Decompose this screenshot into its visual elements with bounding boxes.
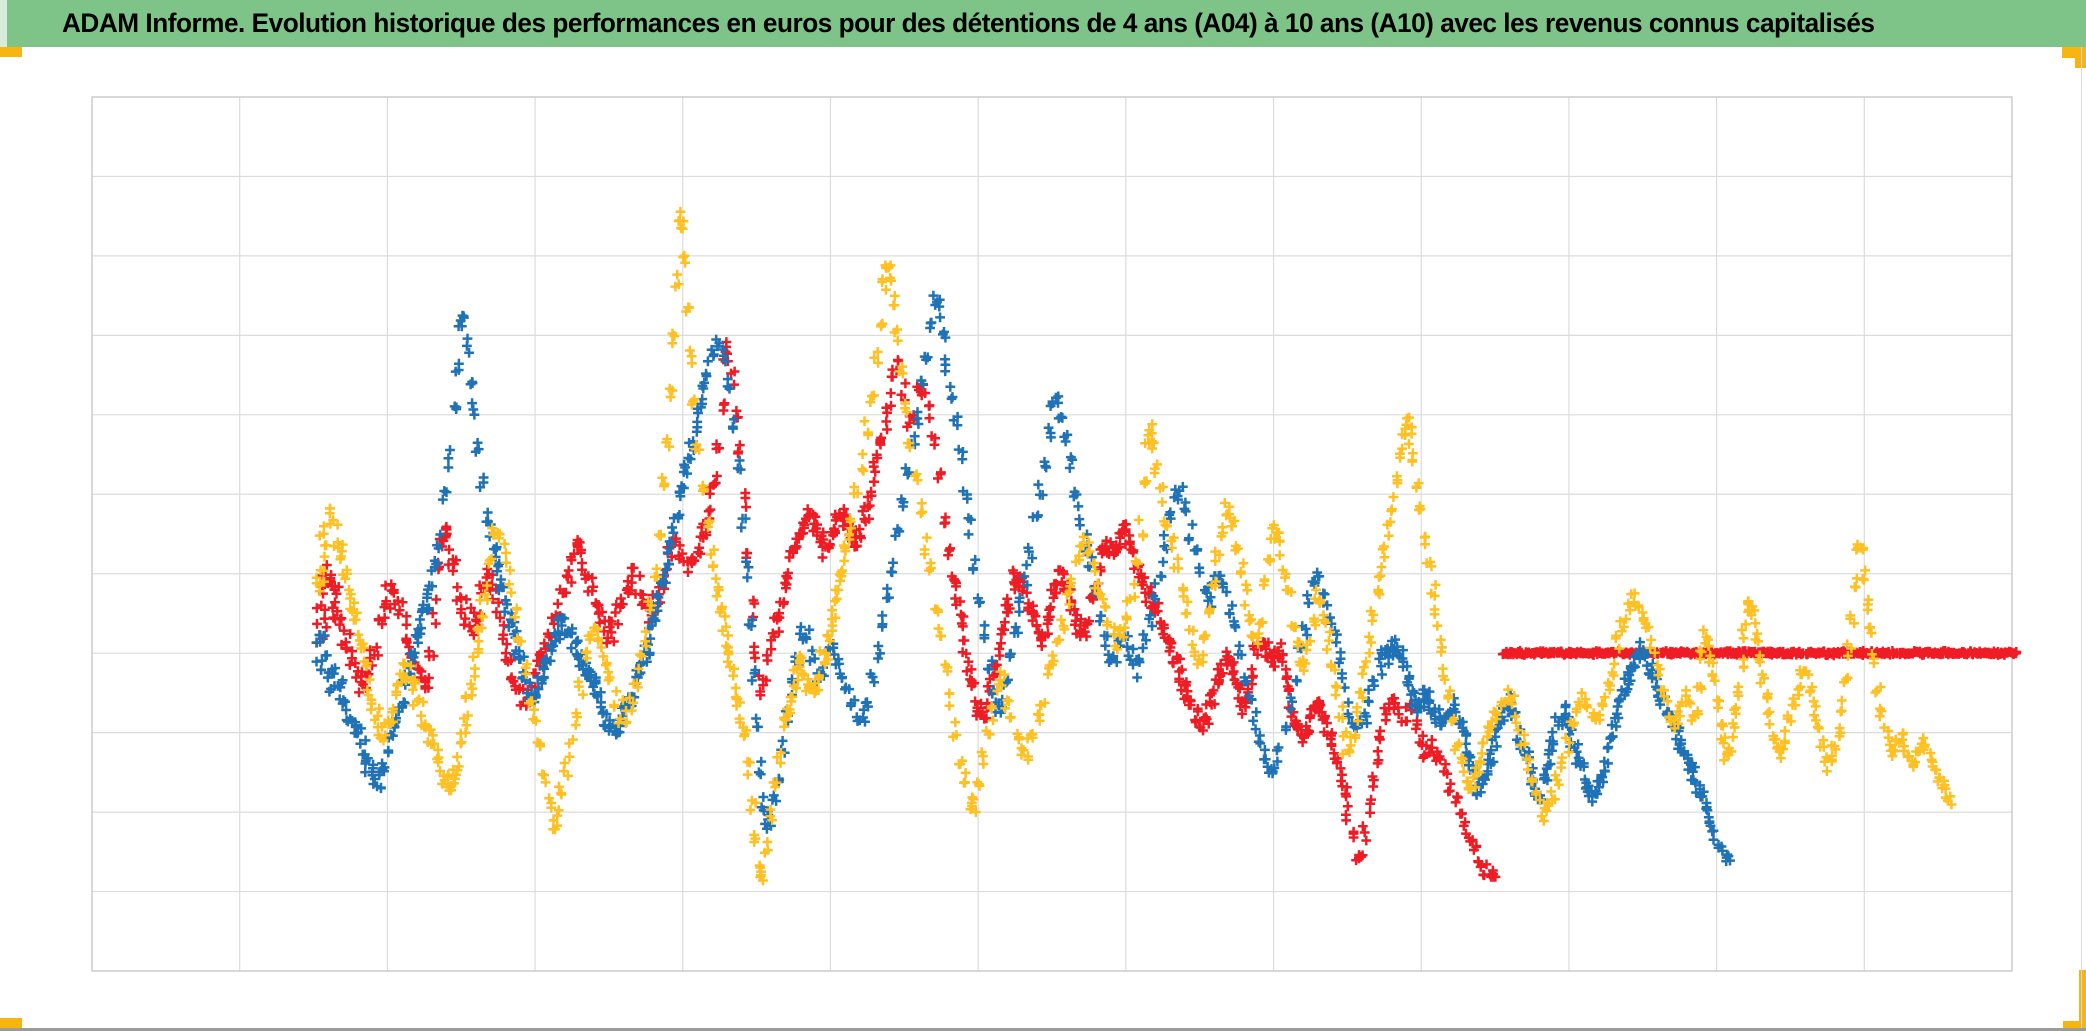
series-gold xyxy=(311,206,1957,886)
page-title: ADAM Informe. Evolution historique des p… xyxy=(62,8,1875,38)
top-right-corner-bracket-vertical xyxy=(2075,47,2086,68)
right-edge-line xyxy=(2081,47,2082,1028)
top-left-yellow-mark xyxy=(0,47,22,57)
bottom-right-corner-bracket-horizontal xyxy=(2063,1021,2086,1028)
series-blue xyxy=(311,290,1735,867)
bottom-edge-line xyxy=(0,1028,2086,1031)
top-right-corner-bracket-horizontal xyxy=(2062,47,2086,58)
title-bar-left-edge xyxy=(0,0,7,47)
series-red xyxy=(311,337,2022,882)
title-bar: ADAM Informe. Evolution historique des p… xyxy=(0,0,2086,47)
bottom-left-yellow-mark xyxy=(0,1018,22,1028)
bottom-right-corner-bracket-vertical xyxy=(2079,970,2086,1028)
